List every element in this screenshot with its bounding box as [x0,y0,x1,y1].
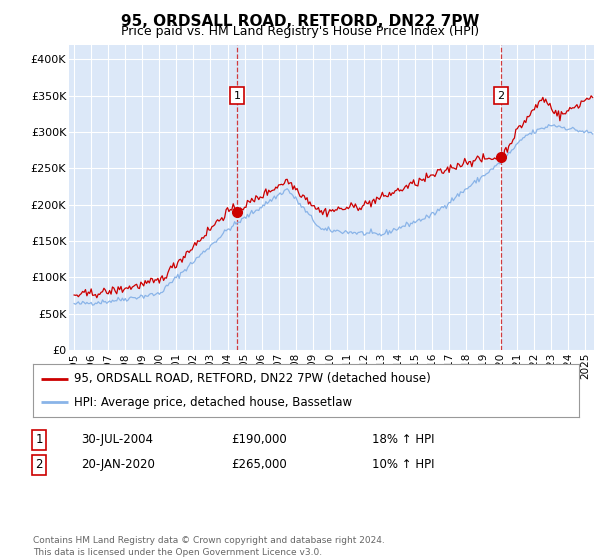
Text: Contains HM Land Registry data © Crown copyright and database right 2024.
This d: Contains HM Land Registry data © Crown c… [33,536,385,557]
Text: 1: 1 [35,433,43,446]
Text: HPI: Average price, detached house, Bassetlaw: HPI: Average price, detached house, Bass… [74,396,352,409]
Text: 10% ↑ HPI: 10% ↑ HPI [372,458,434,472]
Text: £190,000: £190,000 [231,433,287,446]
Text: Price paid vs. HM Land Registry's House Price Index (HPI): Price paid vs. HM Land Registry's House … [121,25,479,38]
Text: 1: 1 [234,91,241,101]
Text: 95, ORDSALL ROAD, RETFORD, DN22 7PW: 95, ORDSALL ROAD, RETFORD, DN22 7PW [121,14,479,29]
Text: 18% ↑ HPI: 18% ↑ HPI [372,433,434,446]
Text: 20-JAN-2020: 20-JAN-2020 [81,458,155,472]
Text: 30-JUL-2004: 30-JUL-2004 [81,433,153,446]
Text: 2: 2 [35,458,43,472]
Text: 95, ORDSALL ROAD, RETFORD, DN22 7PW (detached house): 95, ORDSALL ROAD, RETFORD, DN22 7PW (det… [74,372,431,385]
Text: £265,000: £265,000 [231,458,287,472]
Text: 2: 2 [497,91,505,101]
